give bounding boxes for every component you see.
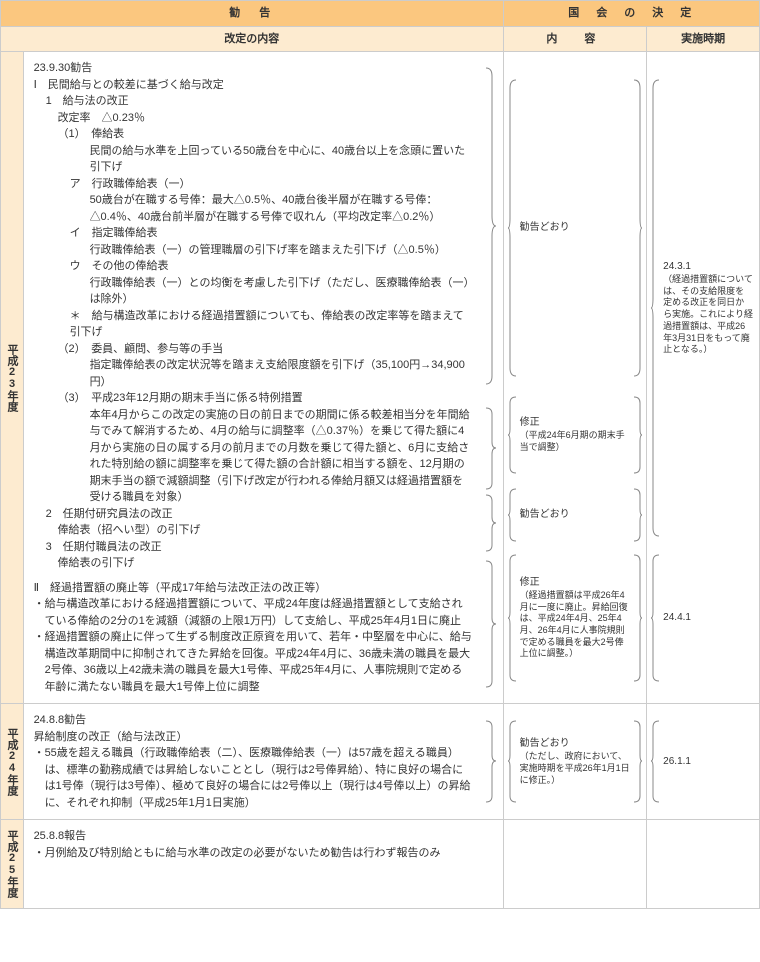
item-3-desc: 俸給表の引下げ (34, 555, 473, 572)
sub2-label: （2） (58, 343, 81, 355)
sub1u-label: ウ (70, 260, 81, 272)
sub1star-label: ＊ (70, 310, 81, 322)
content-h25: 25.8.8報告 ・月例給及び特別給ともに給与水準の改定の必要がないため勧告は行… (23, 820, 503, 909)
naiyou-note-2: （平成24年6月期の期末手当で調整） (520, 430, 631, 453)
salary-revision-table: 勧 告 国 会 の 決 定 改定の内容 内 容 実施時期 平成23年度 23.9… (0, 0, 760, 909)
content-h24: 24.8.8勧告 昇給制度の改正（給与法改正） ・55歳を超える職員（行政職俸給… (23, 704, 503, 820)
sub1a-title: 行政職俸給表（一） (92, 178, 191, 190)
naiyou-h23: 勧告どおり 修正 （平成24年6月期の期末手当で調整） 勧告どおり (503, 52, 647, 704)
naiyou-h25 (503, 820, 647, 909)
row-heisei25: 平成25年度 25.8.8報告 ・月例給及び特別給ともに給与水準の改定の必要がな… (1, 820, 760, 909)
sub1u-title: その他の俸給表 (92, 260, 169, 272)
kokukoku-date-h23: 23.9.30勧告 (34, 60, 473, 77)
item-2-desc: 俸給表（招へい型）の引下げ (34, 522, 473, 539)
sub1star-desc: 給与構造改革における経過措置額についても、俸給表の改定率等を踏まえて引下げ (70, 310, 464, 339)
kokukoku-date-h24: 24.8.8勧告 (34, 712, 473, 729)
naiyou-h24: 勧告どおり （ただし、政府において、実施時期を平成26年1月1日に修正。） (503, 704, 647, 820)
sub3-desc: 本年4月からこの改定の実施の日の前日までの期間に係る較差相当分を年間給与でみて解… (34, 407, 473, 506)
subheader-kaitei: 改定の内容 (1, 26, 504, 52)
sub1i-label: イ (70, 227, 81, 239)
naiyou-h24-text: 勧告どおり (520, 736, 631, 751)
row-heisei23: 平成23年度 23.9.30勧告 Ⅰ 民間給与との較差に基づく給与改定 1 給与… (1, 52, 760, 704)
kokukoku-date-h25: 25.8.8報告 (34, 828, 497, 845)
sub1a-desc: 50歳台が在職する号俸：最大△0.5％、40歳台後半層が在職する号俸：△0.4％… (34, 192, 473, 225)
sub2-title: 委員、顧問、参与等の手当 (91, 343, 223, 355)
row-heisei24: 平成24年度 24.8.8勧告 昇給制度の改正（給与法改正） ・55歳を超える職… (1, 704, 760, 820)
brace-right-h24 (483, 712, 497, 811)
section-2-title: Ⅱ 経過措置額の廃止等（平成17年給与法改正法の改正等） (34, 580, 473, 597)
naiyou-note-4: （経過措置額は平成26年4月に一度に廃止。昇給回復は、平成24年4月、25年4月… (520, 590, 631, 660)
h25-bullet: ・月例給及び特別給ともに給与水準の改定の必要がないため勧告は行わず報告のみ (34, 845, 497, 862)
sub1-title: 俸給表 (91, 128, 124, 140)
jishi-text-1: 24.3.1 (663, 259, 753, 274)
naiyou-text-4: 修正 (520, 575, 631, 590)
naiyou-text-1: 勧告どおり (518, 68, 633, 388)
item-3-title: 3 任期付職員法の改正 (34, 539, 473, 556)
header-row-2: 改定の内容 内 容 実施時期 (1, 26, 760, 52)
year-label-h24: 平成24年度 (1, 704, 24, 820)
jishi-text-2: 24.4.1 (661, 548, 755, 688)
header-kokkai: 国 会 の 決 定 (503, 1, 759, 27)
header-row-1: 勧 告 国 会 の 決 定 (1, 1, 760, 27)
naiyou-h24-note: （ただし、政府において、実施時期を平成26年1月1日に修正。） (520, 751, 631, 786)
sub3-label: （3） (58, 392, 81, 404)
subheader-naiyou: 内 容 (503, 26, 647, 52)
sub1i-title: 指定職俸給表 (92, 227, 158, 239)
kaitei-ritsu: 改定率 △0.23％ (34, 110, 473, 127)
year-label-h23: 平成23年度 (1, 52, 24, 704)
sub1u-desc: 行政職俸給表（一）との均衡を考慮した引下げ（ただし、医療職俸給表（一）は除外） (34, 275, 473, 308)
section-1-title: Ⅰ 民間給与との較差に基づく給与改定 (34, 77, 473, 94)
naiyou-text-3: 勧告どおり (518, 482, 633, 548)
jishi-h24-text: 26.1.1 (661, 719, 755, 804)
section-2-bullet-2: ・経過措置額の廃止に伴って生ずる制度改正原資を用いて、若年・中堅層を中心に、給与… (34, 629, 473, 695)
brace-right-h23 (483, 60, 497, 695)
jishi-h25 (647, 820, 760, 909)
sub1i-desc: 行政職俸給表（一）の管理職層の引下げ率を踏まえた引下げ（△0.5％） (34, 242, 473, 259)
naiyou-text-2: 修正 (520, 415, 631, 430)
header-kokukoku: 勧 告 (1, 1, 504, 27)
jishi-h23: 24.3.1 （経過措置額については、その支給限度を定める改正を同日から実施。こ… (647, 52, 760, 704)
sub1-desc: 民間の給与水準を上回っている50歳台を中心に、40歳台以上を念頭に置いた引下げ (34, 143, 473, 176)
sub1-label: （1） (58, 128, 81, 140)
shoukyuu-bullet: ・55歳を超える職員（行政職俸給表（二）、医療職俸給表（一）は57歳を超える職員… (34, 745, 473, 811)
section-2-bullet-1: ・給与構造改革における経過措置額について、平成24年度は経過措置額として支給され… (34, 596, 473, 629)
item-1-title: 1 給与法の改正 (34, 93, 473, 110)
content-h23: 23.9.30勧告 Ⅰ 民間給与との較差に基づく給与改定 1 給与法の改正 改定… (23, 52, 503, 704)
subheader-jishi: 実施時期 (647, 26, 760, 52)
sub3-title: 平成23年12月期の期末手当に係る特例措置 (91, 392, 302, 404)
sub1a-label: ア (70, 178, 81, 190)
shoukyuu-title: 昇給制度の改正（給与法改正） (34, 729, 473, 746)
year-label-h25: 平成25年度 (1, 820, 24, 909)
item-2-title: 2 任期付研究員法の改正 (34, 506, 473, 523)
sub2-desc: 指定職俸給表の改定状況等を踏まえ支給限度額を引下げ（35,100円→34,900… (34, 357, 473, 390)
jishi-note-1: （経過措置額については、その支給限度を定める改正を同日から実施。これにより経過措… (663, 274, 753, 356)
jishi-h24: 26.1.1 (647, 704, 760, 820)
